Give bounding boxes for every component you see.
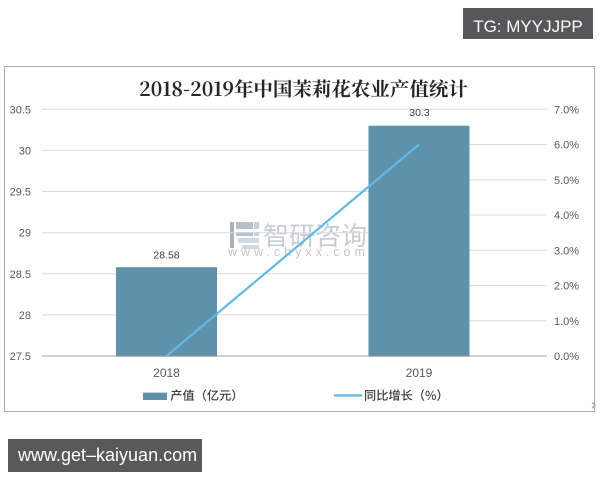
svg-text:3.0%: 3.0% [554,245,579,257]
svg-text:www.chyxx.com: www.chyxx.com [227,245,369,259]
svg-text:27.5: 27.5 [10,351,31,363]
svg-text:30.5: 30.5 [10,104,31,116]
svg-text:30: 30 [19,145,31,157]
svg-text:28.58: 28.58 [153,250,179,262]
svg-text:7.0%: 7.0% [554,104,579,116]
svg-text:5.0%: 5.0% [554,175,579,187]
svg-text:6.0%: 6.0% [554,140,579,152]
svg-text:28: 28 [19,310,31,322]
svg-text:www.get–kaiyuan.com: www.get–kaiyuan.com [17,445,197,465]
svg-text:4.0%: 4.0% [554,210,579,222]
svg-text:29: 29 [19,228,31,240]
svg-text:0.0%: 0.0% [554,351,579,363]
svg-text:28.5: 28.5 [10,269,31,281]
svg-text:2018: 2018 [153,366,180,380]
svg-text:29.5: 29.5 [10,187,31,199]
svg-text:1.0%: 1.0% [554,316,579,328]
svg-text:TG: MYYJJPP: TG: MYYJJPP [473,17,583,36]
svg-text:2019: 2019 [406,366,433,380]
svg-text:30.3: 30.3 [409,107,430,119]
svg-text:2.0%: 2.0% [554,281,579,293]
